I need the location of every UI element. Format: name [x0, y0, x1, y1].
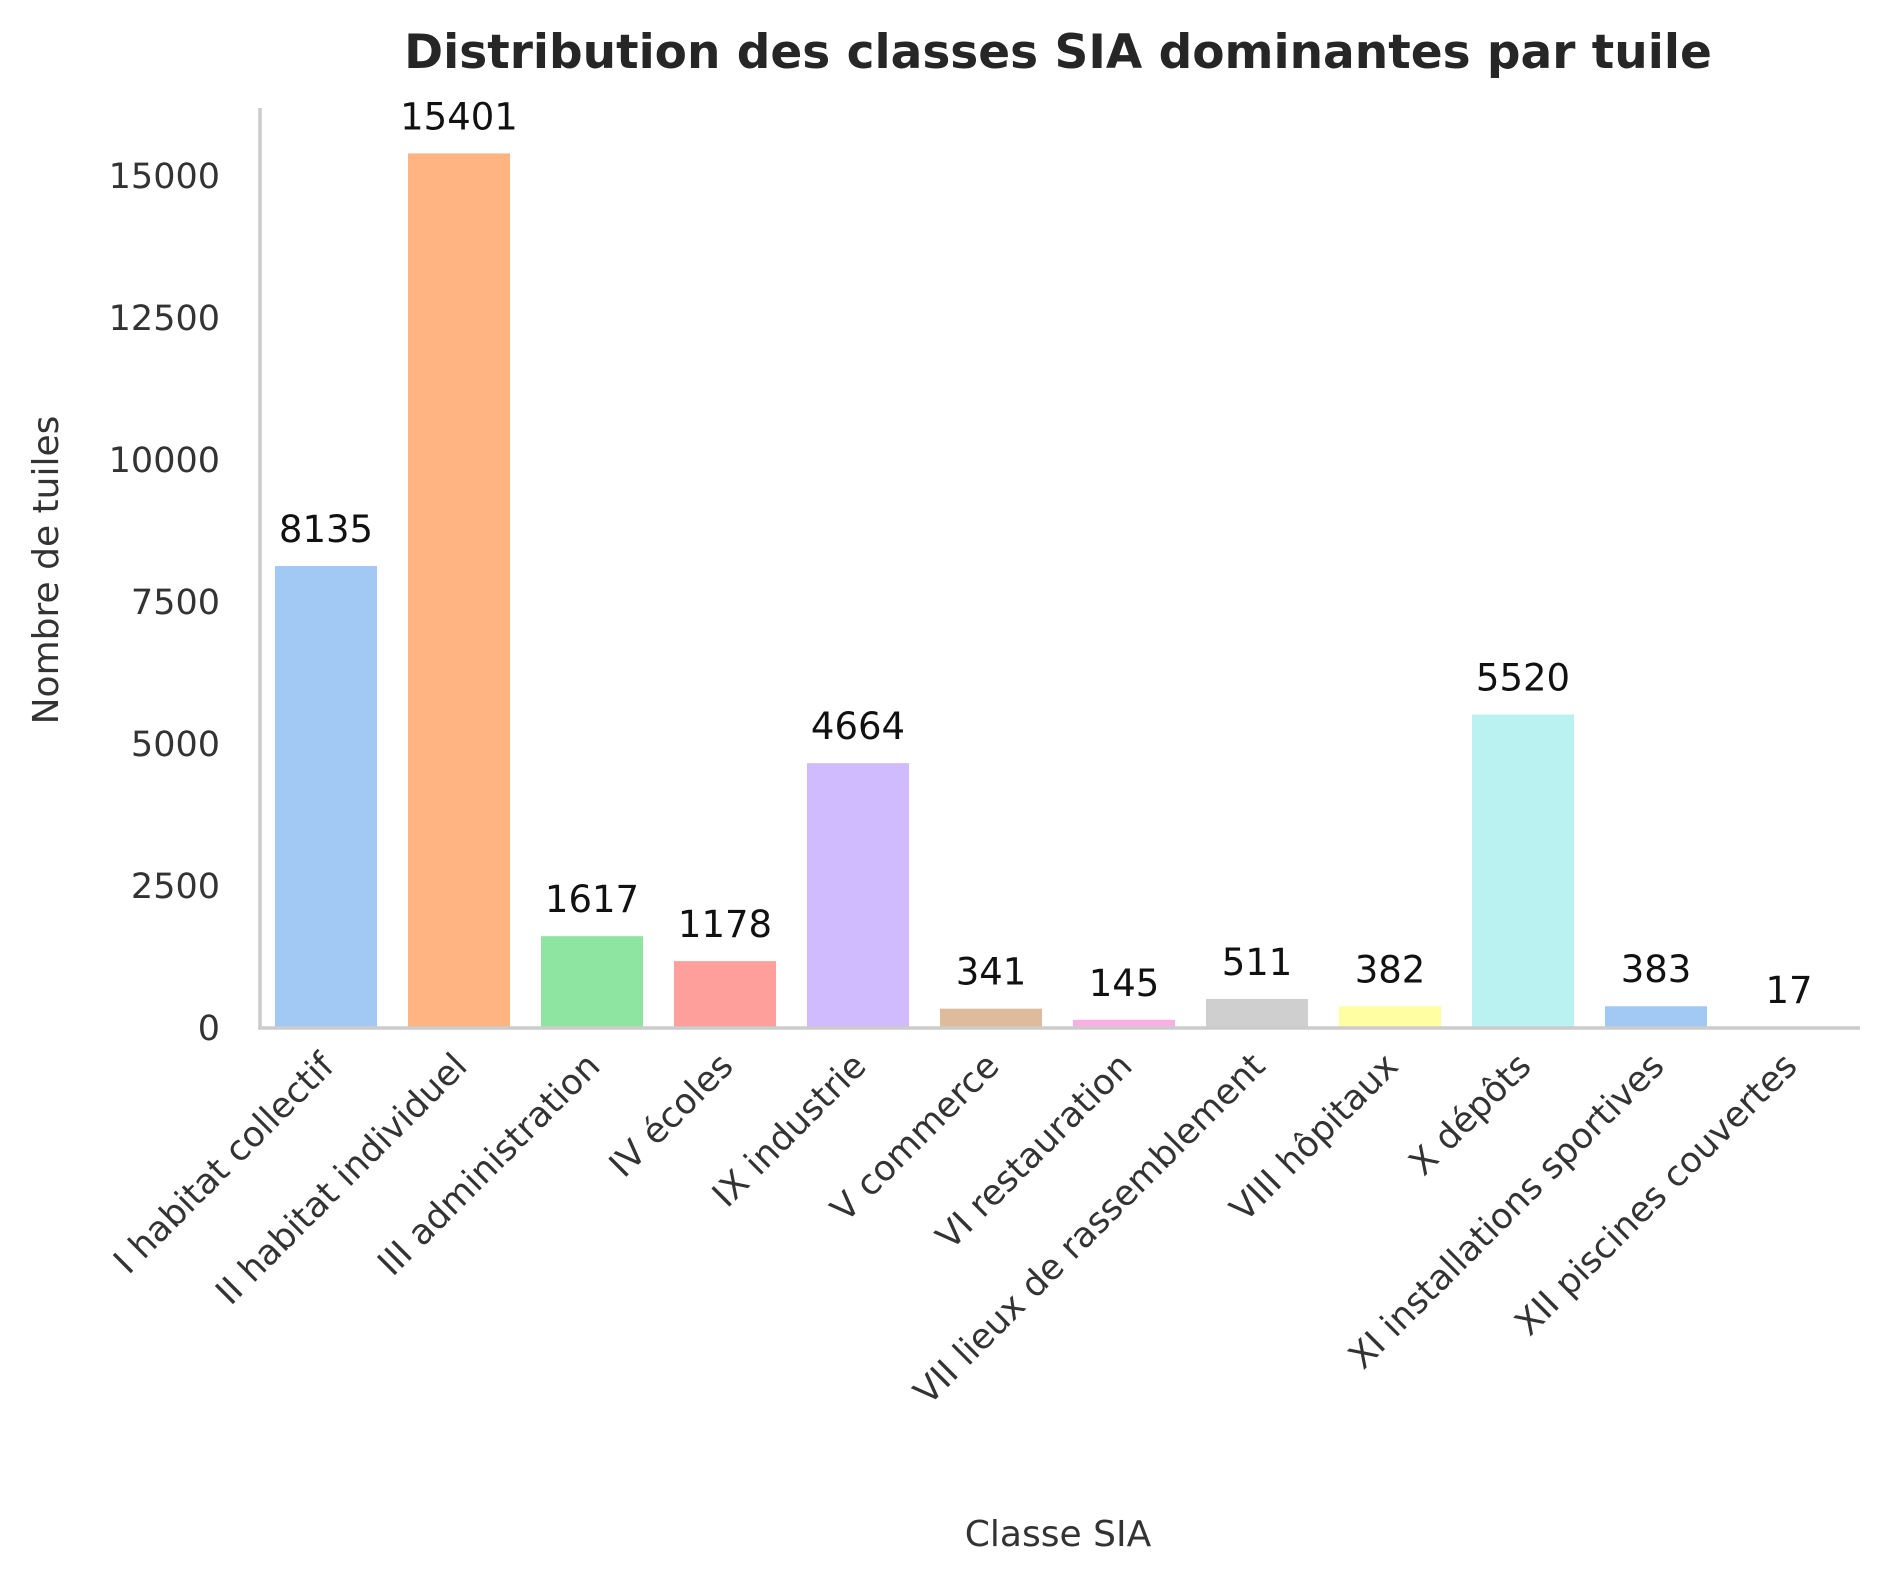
bar — [408, 153, 510, 1028]
bar — [1605, 1006, 1707, 1028]
x-axis-label: Classe SIA — [965, 1514, 1152, 1555]
bar — [1073, 1019, 1175, 1028]
y-tick-label: 15000 — [109, 157, 220, 197]
y-tick-label: 7500 — [131, 583, 220, 623]
bar — [275, 566, 377, 1028]
y-axis-label: Nombre de tuiles — [26, 416, 67, 725]
y-tick-label: 2500 — [131, 867, 220, 907]
data-labels: 8135 15401 1617 1178 4664 341 145 511 382 5520 383… — [279, 95, 1813, 1012]
bar-value-label: 145 — [1089, 962, 1160, 1005]
bar — [807, 763, 909, 1028]
y-tick-label: 5000 — [131, 725, 220, 765]
y-axis-ticks: 0 2500 5000 7500 10000 12500 15000 — [109, 157, 220, 1049]
bar-value-label: 17 — [1765, 969, 1812, 1012]
y-tick-label: 10000 — [109, 441, 220, 481]
x-tick-label: II habitat individuel — [209, 1046, 476, 1313]
bar — [541, 936, 643, 1028]
bar — [1339, 1006, 1441, 1028]
y-tick-label: 0 — [198, 1009, 220, 1049]
bars — [275, 153, 1840, 1028]
bar-value-label: 382 — [1355, 948, 1426, 991]
bar — [1472, 714, 1574, 1028]
bar-value-label: 341 — [956, 951, 1027, 994]
bar-value-label: 5520 — [1476, 657, 1570, 700]
x-tick-label: I habitat collectif — [106, 1046, 342, 1282]
bar-value-label: 383 — [1621, 948, 1692, 991]
bar-value-label: 511 — [1222, 941, 1293, 984]
bar-value-label: 8135 — [279, 508, 373, 551]
y-tick-label: 12500 — [109, 299, 220, 339]
bar-value-label: 4664 — [811, 705, 905, 748]
bar — [940, 1008, 1042, 1028]
bar — [1206, 998, 1308, 1028]
bar-value-label: 1178 — [678, 903, 772, 946]
x-tick-label: III administration — [371, 1046, 609, 1284]
chart-title: Distribution des classes SIA dominantes … — [404, 25, 1712, 80]
bar — [674, 961, 776, 1028]
x-tick-label: X dépôts — [1402, 1046, 1539, 1183]
x-tick-label: XII piscines couvertes — [1508, 1046, 1806, 1344]
x-tick-label: IV écoles — [602, 1046, 741, 1185]
bar-value-label: 15401 — [400, 95, 518, 138]
bar-value-label: 1617 — [545, 878, 639, 921]
